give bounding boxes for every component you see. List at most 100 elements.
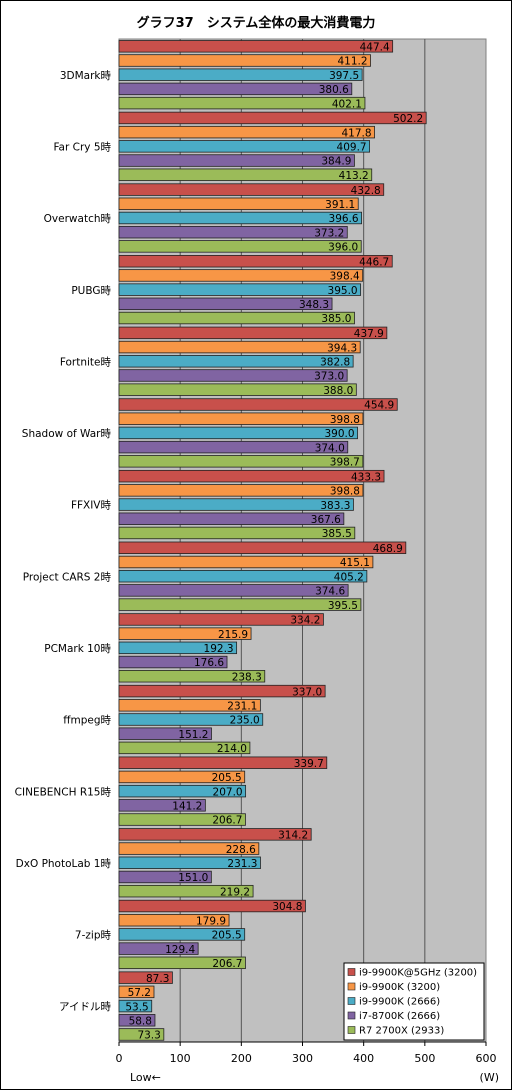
value-label: 57.2 bbox=[128, 987, 151, 999]
bar-2 bbox=[118, 842, 260, 855]
value-label: 141.2 bbox=[172, 801, 202, 813]
bar-5 bbox=[118, 884, 254, 898]
bar-3 bbox=[118, 68, 363, 81]
value-label: 176.6 bbox=[194, 657, 224, 669]
value-label: 390.0 bbox=[324, 428, 354, 440]
bar-2 bbox=[118, 54, 371, 67]
category-label: PUBG時 bbox=[71, 285, 111, 297]
value-label: 238.3 bbox=[232, 671, 262, 683]
category-label: アイドル時 bbox=[59, 1001, 111, 1013]
value-label: 396.6 bbox=[329, 213, 359, 225]
value-label: 206.7 bbox=[212, 958, 242, 970]
value-label: 373.2 bbox=[314, 227, 344, 239]
bar-4 bbox=[118, 82, 353, 96]
bar-4 bbox=[118, 225, 348, 239]
value-label: 374.0 bbox=[315, 442, 345, 454]
value-label: 398.7 bbox=[330, 457, 360, 469]
category-label: Far Cry 5時 bbox=[53, 141, 111, 153]
bar-4 bbox=[118, 799, 206, 812]
bar-1 bbox=[118, 111, 427, 125]
value-label: 402.1 bbox=[332, 98, 362, 110]
value-label: 179.9 bbox=[196, 915, 226, 927]
legend-swatch bbox=[347, 968, 356, 976]
value-label: 405.2 bbox=[334, 571, 364, 583]
bar-3 bbox=[118, 713, 264, 726]
bar-1 bbox=[118, 971, 173, 984]
legend-swatch bbox=[347, 997, 356, 1005]
value-label: 391.1 bbox=[325, 199, 355, 211]
value-label: 398.4 bbox=[330, 271, 360, 283]
value-label: 395.5 bbox=[328, 600, 358, 612]
bar-3 bbox=[118, 140, 370, 153]
bar-4 bbox=[118, 297, 333, 311]
legend-swatch bbox=[347, 982, 356, 991]
value-label: 395.0 bbox=[328, 285, 358, 297]
x-tick-label: 0 bbox=[116, 1052, 123, 1065]
value-label: 409.7 bbox=[337, 142, 367, 154]
bar-1 bbox=[118, 899, 306, 913]
chart-title: グラフ37 システム全体の最大消費電力 bbox=[137, 15, 376, 31]
x-tick-label: 100 bbox=[170, 1052, 191, 1065]
value-label: 87.3 bbox=[146, 973, 169, 985]
value-label: 334.2 bbox=[290, 615, 320, 627]
value-label: 314.2 bbox=[278, 830, 308, 842]
x-axis: 0 100 200 300 400 500 600 bbox=[116, 1041, 497, 1065]
bar-3 bbox=[118, 283, 362, 296]
value-label: 388.0 bbox=[323, 385, 353, 397]
category-label: Shadow of War時 bbox=[22, 428, 112, 440]
category-label: ffmpeg時 bbox=[63, 715, 111, 727]
value-label: 207.0 bbox=[213, 786, 243, 798]
bar-4 bbox=[118, 440, 349, 454]
value-label: 231.3 bbox=[227, 858, 257, 870]
legend-swatch bbox=[347, 1026, 356, 1034]
legend-swatch bbox=[347, 1011, 356, 1020]
bars-layer bbox=[118, 40, 427, 1041]
bar-4 bbox=[118, 1014, 156, 1027]
value-label: 129.4 bbox=[165, 944, 195, 956]
value-label: 396.0 bbox=[328, 242, 358, 254]
category-labels-layer: 3DMark時 Far Cry 5時 Overwatch時 PUBG時 Fortnite… bbox=[15, 70, 112, 1013]
bar-1 bbox=[118, 183, 385, 196]
bar-4 bbox=[118, 870, 212, 884]
value-label: 151.0 bbox=[178, 872, 208, 884]
value-labels-layer: 447.4 411.2 397.5 380.6 402.1 502.2 417.8 409.7… bbox=[125, 42, 423, 1042]
value-label: 219.2 bbox=[220, 886, 250, 898]
bar-5 bbox=[118, 956, 246, 970]
bar-4 bbox=[118, 727, 212, 740]
value-label: 304.8 bbox=[272, 901, 302, 913]
x-tick-label: 400 bbox=[353, 1052, 374, 1065]
bar-1 bbox=[118, 40, 394, 53]
bar-3 bbox=[118, 426, 358, 440]
value-label: 205.5 bbox=[212, 772, 242, 784]
legend-entry: i9-9900K (3200) bbox=[359, 982, 440, 993]
value-label: 337.0 bbox=[292, 686, 322, 698]
bar-1 bbox=[118, 828, 312, 841]
bar-5 bbox=[118, 1028, 165, 1041]
bar-1 bbox=[118, 398, 398, 411]
value-label: 398.8 bbox=[330, 414, 360, 426]
category-label: PCMark 10時 bbox=[44, 643, 111, 655]
value-label: 394.3 bbox=[327, 342, 357, 354]
category-label: DxO PhotoLab 1時 bbox=[16, 858, 112, 870]
bar-5 bbox=[118, 526, 356, 540]
bar-1 bbox=[118, 684, 326, 698]
value-label: 411.2 bbox=[337, 56, 367, 68]
bar-1 bbox=[118, 756, 328, 769]
bar-3 bbox=[118, 211, 362, 225]
bar-2 bbox=[118, 484, 364, 497]
bar-4 bbox=[118, 584, 349, 597]
value-label: 73.3 bbox=[137, 1030, 160, 1042]
legend-entry: i9-9900K (2666) bbox=[359, 997, 440, 1008]
value-label: 58.8 bbox=[129, 1015, 152, 1027]
x-tick-label: 300 bbox=[292, 1052, 313, 1065]
value-label: 417.8 bbox=[341, 127, 371, 139]
value-label: 384.9 bbox=[321, 156, 351, 168]
low-direction-note: Low← bbox=[130, 1071, 161, 1084]
category-label: 3DMark時 bbox=[60, 70, 112, 82]
value-label: 385.0 bbox=[321, 313, 351, 325]
bar-2 bbox=[118, 914, 230, 927]
bar-5 bbox=[118, 741, 251, 755]
bar-1 bbox=[118, 326, 388, 340]
bar-2 bbox=[118, 627, 252, 640]
